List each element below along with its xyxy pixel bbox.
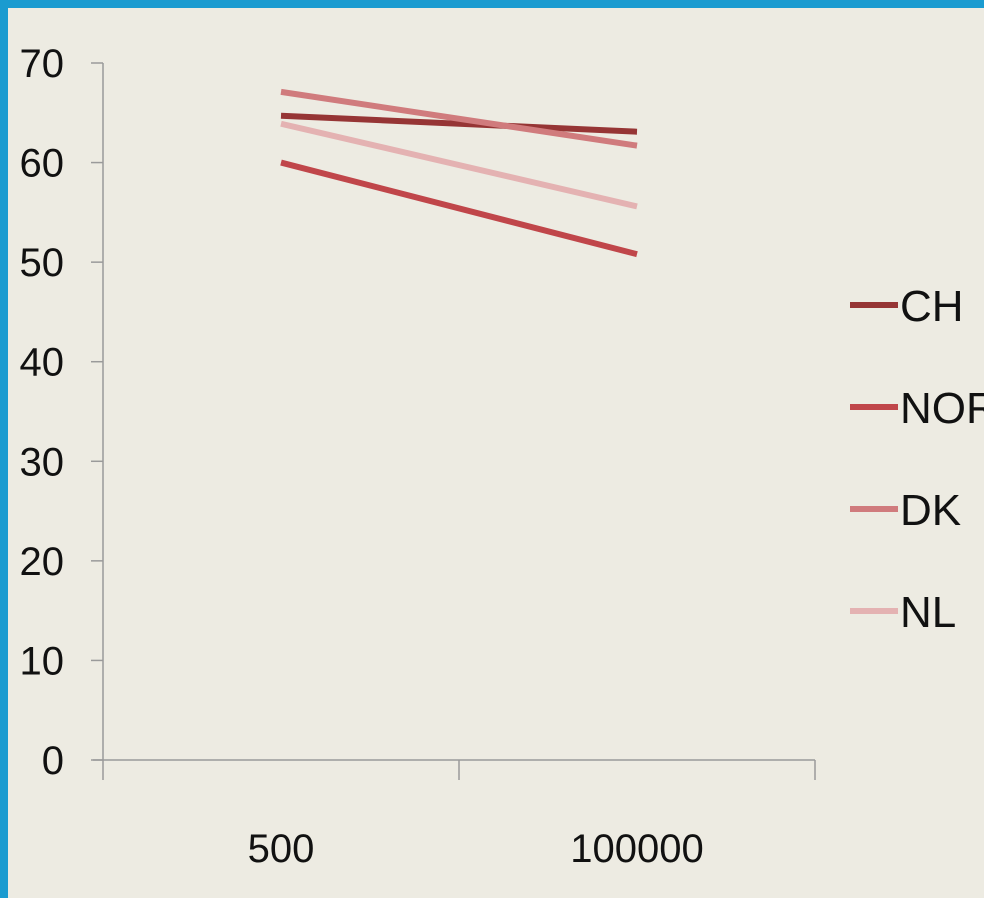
y-tick-label: 30 [20,440,65,484]
y-tick-label: 20 [20,540,65,584]
y-tick-label: 0 [42,739,64,783]
legend-label-nl: NL [900,588,956,637]
series-line-ch [280,112,638,135]
y-tick-label: 40 [20,341,65,385]
series-line-nl [280,120,638,210]
y-tick-label: 10 [20,639,65,683]
series-line-nor [280,159,638,258]
series-lines [280,88,638,258]
y-tick-label: 70 [20,42,65,86]
axes: 0 10 20 30 40 50 60 70 500 100000 [20,42,816,871]
legend: CH NOR DK NL [850,282,984,637]
x-tick-label: 500 [248,827,315,871]
y-tick-label: 60 [20,142,65,186]
legend-label-nor: NOR [900,384,984,433]
legend-label-dk: DK [900,486,961,535]
y-tick-label: 50 [20,241,65,285]
chart-area: 0 10 20 30 40 50 60 70 500 100000 CH NOR DK NL [8,8,984,898]
x-tick-label: 100000 [570,827,703,871]
legend-label-ch: CH [900,282,964,331]
series-line-dk [280,88,638,149]
